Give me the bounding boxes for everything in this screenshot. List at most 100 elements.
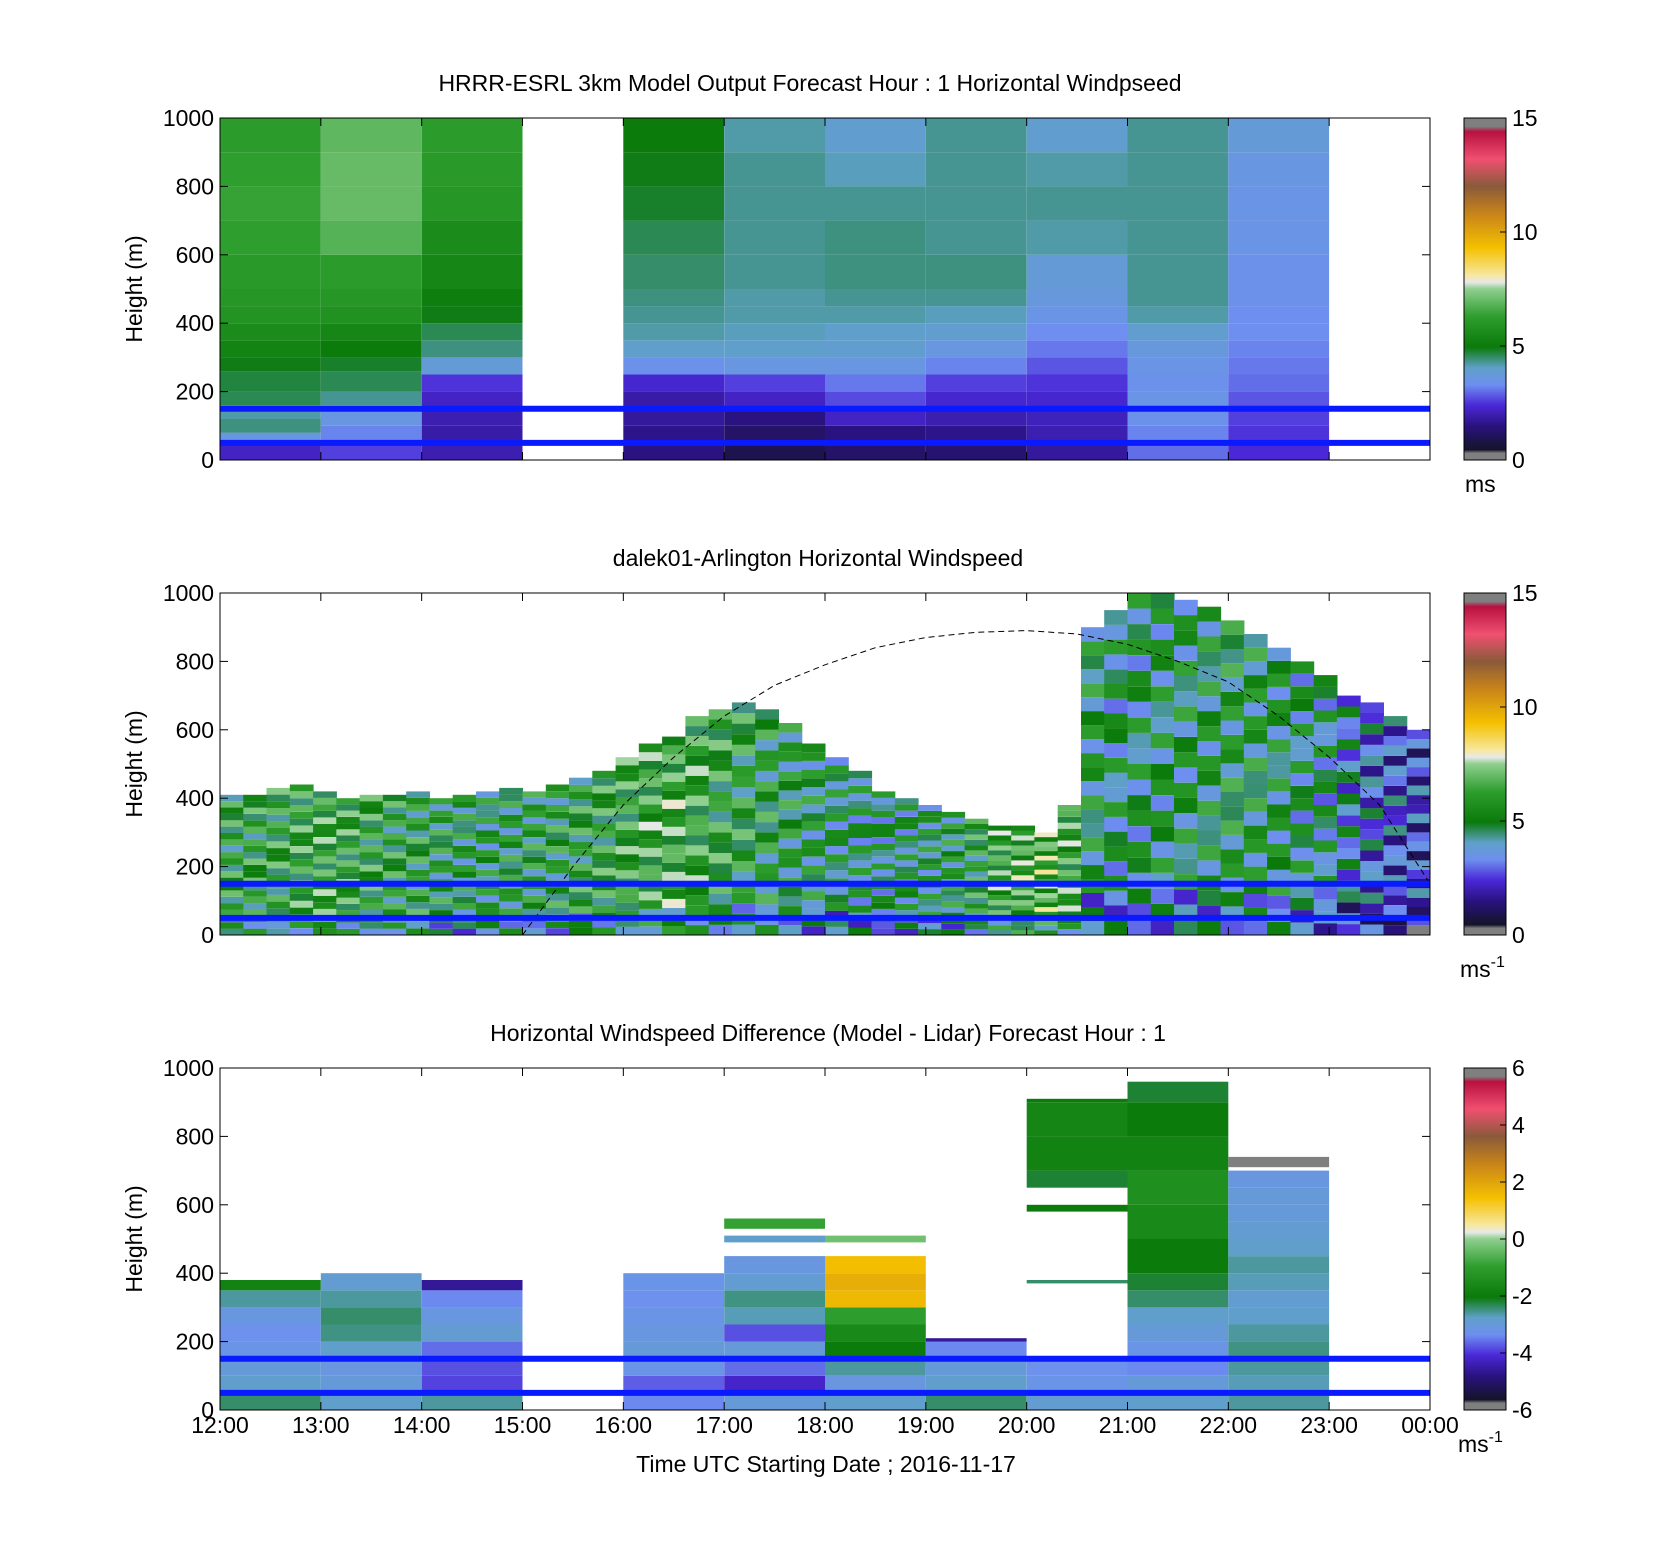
- heatmap-cell: [731, 808, 756, 819]
- heatmap-cell: [1243, 839, 1268, 853]
- heatmap-cell: [1081, 627, 1105, 642]
- heatmap-cell: [320, 1375, 422, 1393]
- heatmap-cell: [289, 832, 314, 840]
- heatmap-cell: [925, 391, 1027, 409]
- y-axis-label: Height (m): [121, 710, 147, 817]
- heatmap-cell: [452, 871, 477, 878]
- heatmap-cell: [421, 374, 523, 392]
- heatmap-cell: [1026, 1358, 1128, 1376]
- heatmap-cell: [918, 864, 942, 870]
- heatmap-cell: [623, 425, 725, 443]
- heatmap-cell: [801, 847, 826, 857]
- heatmap-cell: [1383, 746, 1408, 756]
- heatmap-cell: [569, 899, 593, 907]
- heatmap-cell: [1081, 655, 1105, 670]
- heatmap-cell: [1267, 700, 1291, 714]
- heatmap-cell: [1383, 815, 1408, 826]
- heatmap-cell: [1081, 851, 1105, 866]
- heatmap-cell: [1336, 891, 1361, 903]
- heatmap-cell: [755, 822, 779, 833]
- heatmap-cell: [964, 908, 989, 914]
- heatmap-cell: [336, 922, 361, 929]
- heatmap-cell: [1057, 875, 1082, 882]
- heatmap-cell: [825, 408, 926, 426]
- heatmap-cell: [825, 870, 849, 879]
- heatmap-cell: [1034, 860, 1059, 866]
- heatmap-cell: [825, 910, 849, 919]
- heatmap-cell: [382, 903, 407, 910]
- heatmap-cell: [522, 895, 547, 903]
- heatmap-cell: [1267, 791, 1291, 805]
- heatmap-cell: [1197, 830, 1222, 846]
- colorbar-tick-label: -4: [1512, 1340, 1533, 1366]
- heatmap-cell: [1383, 895, 1408, 906]
- heatmap-cell: [1026, 1102, 1128, 1137]
- colorbar-unit: ms-1: [1458, 1429, 1503, 1457]
- heatmap-cell: [708, 904, 733, 915]
- heatmap-cell: [724, 289, 825, 307]
- heatmap-cell: [801, 769, 826, 779]
- heatmap-cell: [220, 903, 244, 910]
- heatmap-cell: [406, 856, 430, 864]
- heatmap-cell: [545, 900, 570, 908]
- heatmap-cell: [545, 811, 570, 819]
- heatmap-cell: [638, 830, 663, 840]
- heatmap-cell: [1290, 748, 1315, 761]
- heatmap-cell: [925, 357, 1027, 375]
- heatmap-cell: [1127, 841, 1152, 858]
- heatmap-cell: [1197, 666, 1222, 682]
- heatmap-cell: [1197, 845, 1222, 861]
- heatmap-cell: [1228, 442, 1330, 460]
- heatmap-cell: [724, 306, 825, 324]
- heatmap-cell: [1081, 739, 1105, 754]
- heatmap-cell: [320, 340, 422, 358]
- heatmap-cell: [778, 742, 803, 752]
- heatmap-cell: [918, 929, 942, 935]
- heatmap-cell: [987, 845, 1012, 851]
- heatmap-cell: [289, 798, 314, 805]
- heatmap-cell: [941, 845, 966, 852]
- heatmap-cell: [545, 846, 570, 853]
- heatmap-cell: [1228, 1375, 1330, 1393]
- heatmap-cell: [685, 875, 710, 886]
- heatmap-cell: [1228, 391, 1330, 409]
- heatmap-cell: [382, 922, 407, 929]
- heatmap-cell: [1228, 1221, 1330, 1239]
- heatmap-cell: [1383, 775, 1408, 786]
- heatmap-cell: [1228, 306, 1330, 324]
- heatmap-cell: [336, 841, 361, 848]
- heatmap-cell: [421, 306, 523, 324]
- heatmap-cell: [1383, 925, 1408, 935]
- heatmap-cell: [1127, 357, 1229, 375]
- heatmap-cell: [731, 734, 756, 745]
- heatmap-cell: [825, 391, 926, 409]
- heatmap-cell: [336, 860, 361, 867]
- heatmap-cell: [1336, 782, 1361, 794]
- heatmap-cell: [1127, 1239, 1229, 1274]
- heatmap-cell: [243, 903, 268, 910]
- heatmap-cell: [452, 820, 477, 827]
- heatmap-cell: [320, 442, 422, 460]
- heatmap-cell: [724, 1358, 825, 1376]
- heatmap-cell: [220, 1392, 321, 1410]
- heatmap-cell: [1150, 795, 1175, 811]
- heatmap-cell: [1011, 835, 1035, 841]
- heatmap-cell: [320, 152, 422, 187]
- heatmap-cell: [522, 817, 547, 824]
- heatmap-cell: [987, 905, 1012, 911]
- heatmap-cell: [1150, 810, 1175, 827]
- heatmap-cell: [336, 885, 361, 892]
- heatmap-cell: [1026, 408, 1128, 426]
- heatmap-cell: [289, 866, 314, 874]
- heatmap-cell: [220, 858, 244, 865]
- heatmap-cell: [1220, 820, 1245, 835]
- colorbar-tick-label: 5: [1512, 333, 1525, 359]
- heatmap-cell: [825, 918, 849, 927]
- heatmap-cell: [708, 719, 733, 730]
- heatmap-cell: [615, 805, 640, 814]
- heatmap-cell: [848, 890, 873, 898]
- heatmap-cell: [724, 118, 825, 153]
- heatmap-cell: [266, 921, 291, 929]
- heatmap-cell: [1011, 925, 1035, 931]
- heatmap-cell: [894, 841, 919, 848]
